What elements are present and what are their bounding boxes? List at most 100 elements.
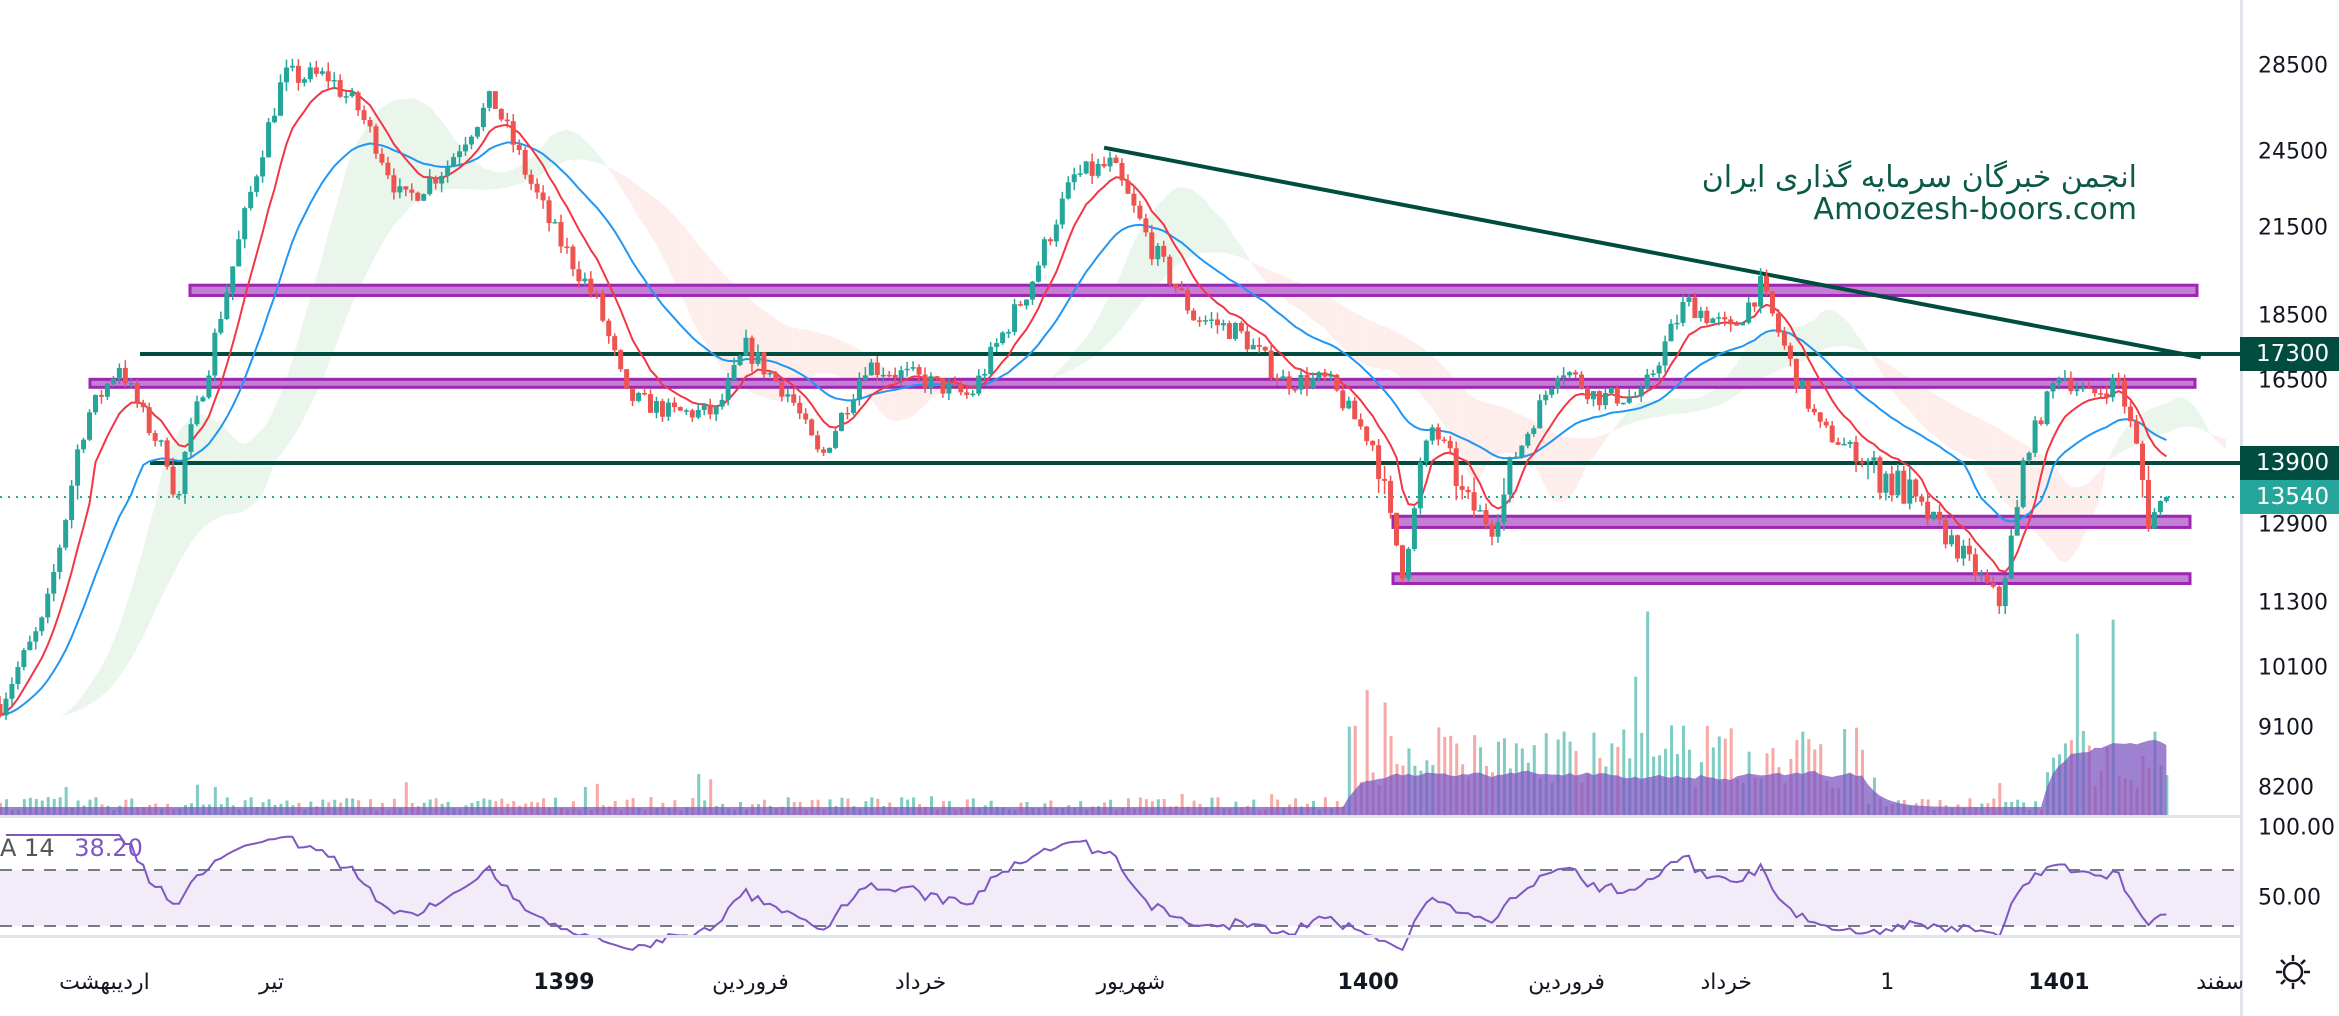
volume-bar	[876, 798, 880, 815]
candle-body	[1620, 402, 1626, 405]
candle-body	[886, 374, 892, 377]
volume-bar	[900, 797, 904, 815]
candle-body	[1567, 372, 1573, 376]
ichimoku-cloud	[1259, 265, 1266, 282]
candle-body	[480, 107, 486, 128]
ichimoku-cloud	[1217, 214, 1224, 253]
candle-body	[1955, 535, 1961, 559]
volume-bar	[1640, 732, 1644, 815]
ichimoku-cloud	[1963, 410, 1970, 458]
candle-body	[862, 375, 868, 380]
ichimoku-cloud	[292, 339, 299, 439]
ichimoku-cloud	[1462, 387, 1469, 474]
candle-body	[773, 372, 779, 382]
ichimoku-cloud	[1951, 403, 1958, 452]
candle-body	[1143, 218, 1149, 233]
ichimoku-cloud	[280, 378, 287, 456]
candle-body	[2157, 501, 2163, 513]
ichimoku-cloud	[1659, 399, 1666, 418]
candle-body	[0, 704, 3, 716]
candle-body	[1006, 331, 1012, 334]
candle-body	[1495, 522, 1501, 537]
candle-body	[1125, 180, 1131, 194]
volume-bar	[912, 797, 916, 815]
candle-body	[815, 435, 821, 450]
candle-body	[1596, 391, 1602, 406]
candle-body	[612, 336, 618, 351]
gear-icon[interactable]	[2273, 952, 2313, 992]
ichimoku-cloud	[1480, 400, 1487, 478]
pane-divider[interactable]	[0, 815, 2240, 818]
volume-bar	[1449, 735, 1453, 815]
candle-body	[27, 641, 33, 651]
volume-bar	[1843, 729, 1847, 815]
candle-body	[1388, 480, 1394, 513]
ichimoku-cloud	[1706, 390, 1713, 409]
candle-body	[1417, 462, 1423, 509]
volume-bar	[1998, 783, 2002, 815]
volume-bar	[392, 798, 396, 815]
volume-bar	[595, 783, 599, 815]
candle-body	[1101, 163, 1107, 167]
ichimoku-cloud	[316, 257, 323, 394]
candle-body	[1358, 419, 1364, 427]
candle-body	[749, 337, 755, 364]
ichimoku-cloud	[208, 416, 215, 524]
candle-body	[266, 122, 272, 158]
candle-body	[1871, 457, 1877, 461]
volume-bar	[1992, 798, 1996, 815]
candle-body	[659, 401, 665, 417]
price-tick: 18500	[2258, 303, 2328, 329]
price-chart[interactable]	[0, 0, 2240, 1016]
candle-body	[39, 617, 45, 632]
ichimoku-cloud	[1879, 359, 1886, 380]
candle-body	[1865, 460, 1871, 463]
volume-bar	[2111, 619, 2115, 815]
ichimoku-cloud	[1832, 310, 1839, 347]
candle-body	[1764, 275, 1770, 292]
support-resistance-zone	[188, 283, 2199, 297]
ichimoku-cloud	[722, 272, 729, 375]
ichimoku-cloud	[1856, 333, 1863, 351]
candle-body	[1740, 322, 1746, 326]
ichimoku-cloud	[2184, 398, 2191, 427]
ichimoku-cloud	[650, 194, 657, 245]
candle-body	[809, 419, 815, 436]
candle-body	[833, 431, 839, 448]
candle-body	[1626, 396, 1632, 403]
ichimoku-cloud	[1104, 295, 1111, 347]
candle-body	[1083, 161, 1089, 174]
candle-body	[779, 381, 785, 397]
candle-body	[122, 367, 128, 384]
candle-body	[1632, 396, 1638, 398]
candle-body	[1137, 205, 1143, 219]
ichimoku-cloud	[584, 140, 591, 162]
candle-body	[1047, 239, 1053, 242]
ichimoku-cloud	[1265, 268, 1272, 288]
candle-body	[57, 547, 63, 572]
candle-body	[1758, 275, 1764, 307]
candle-body	[194, 401, 200, 425]
ichimoku-cloud	[1456, 380, 1463, 459]
ichimoku-cloud	[1772, 329, 1779, 374]
ichimoku-cloud	[1754, 335, 1761, 383]
ichimoku-cloud	[1080, 337, 1087, 366]
ichimoku-cloud	[131, 568, 138, 659]
candle-body	[1394, 512, 1400, 546]
slow-moving-average	[0, 141, 2167, 717]
candle-body	[2122, 380, 2128, 407]
candle-body	[2074, 389, 2080, 392]
volume-bar	[1347, 726, 1351, 815]
candle-body	[2062, 378, 2068, 380]
ichimoku-cloud	[1975, 416, 1982, 464]
ichimoku-cloud	[1665, 397, 1672, 416]
ichimoku-cloud	[1599, 434, 1606, 449]
volume-ma-area	[0, 739, 2167, 815]
candle-body	[343, 96, 349, 98]
candle-body	[1859, 461, 1865, 464]
ichimoku-cloud	[608, 167, 615, 178]
rsi-legend[interactable]: A 14 38.20	[0, 834, 143, 862]
ichimoku-cloud	[1312, 289, 1319, 325]
candle-body	[2104, 393, 2110, 398]
ichimoku-cloud	[2100, 461, 2107, 498]
